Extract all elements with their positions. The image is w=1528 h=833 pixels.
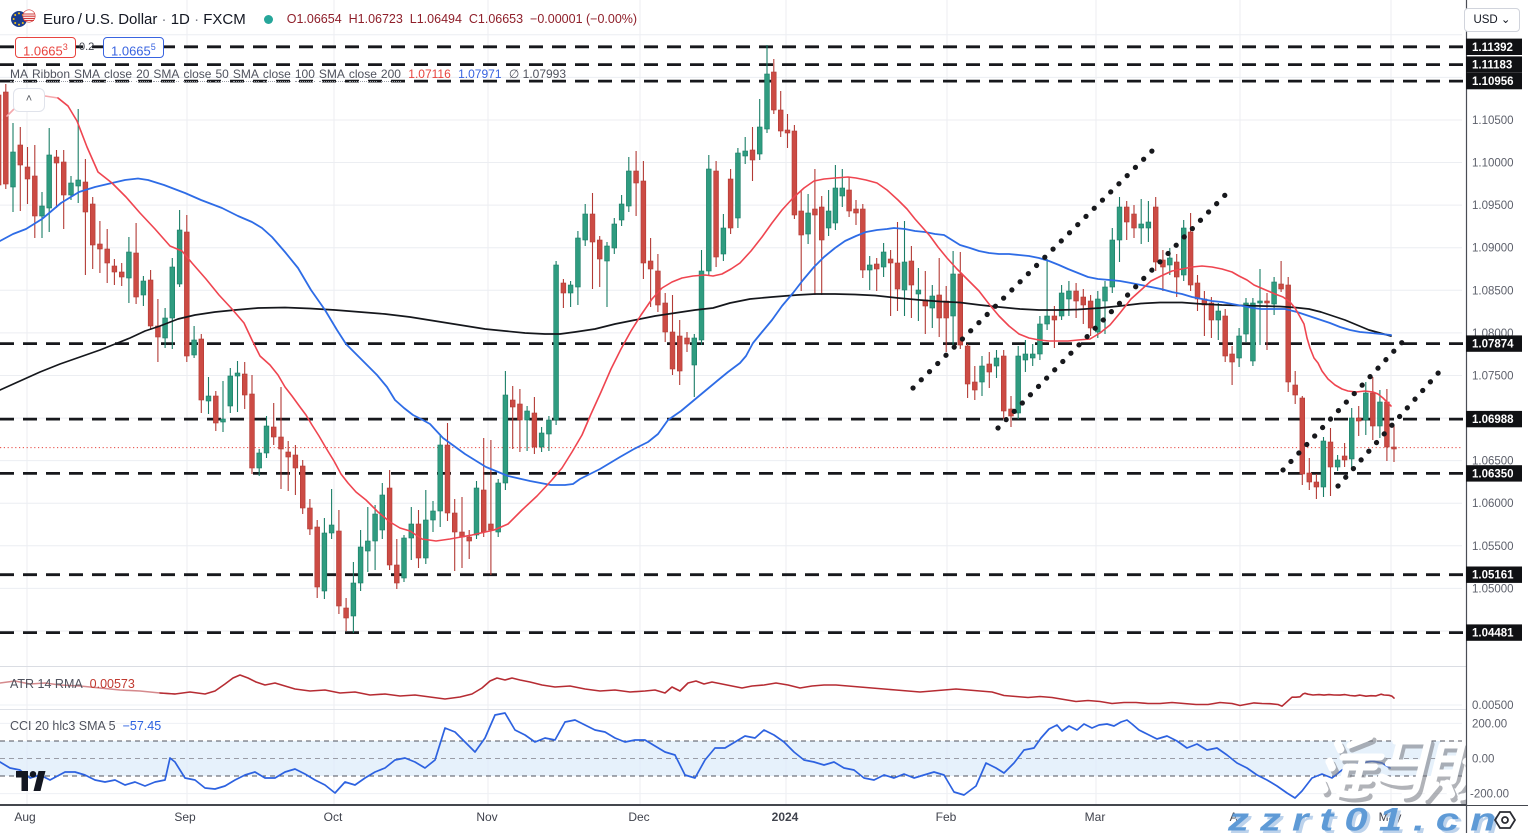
svg-text:Sep: Sep: [174, 810, 196, 824]
svg-text:1.10000: 1.10000: [1472, 158, 1514, 170]
svg-text:Dec: Dec: [628, 810, 649, 824]
svg-text:1.11392: 1.11392: [1472, 42, 1513, 54]
svg-text:Aug: Aug: [14, 810, 35, 824]
svg-text:Apr: Apr: [1230, 810, 1249, 824]
svg-text:Nov: Nov: [476, 810, 497, 824]
svg-text:0.00500: 0.00500: [1472, 700, 1514, 712]
svg-text:1.05000: 1.05000: [1472, 583, 1514, 595]
svg-text:1.10500: 1.10500: [1472, 115, 1514, 127]
svg-text:1.08500: 1.08500: [1472, 285, 1514, 297]
svg-text:1.09000: 1.09000: [1472, 243, 1514, 255]
svg-text:-200.00: -200.00: [1470, 789, 1509, 801]
svg-text:2024: 2024: [772, 810, 799, 824]
svg-text:1.07500: 1.07500: [1472, 371, 1514, 383]
svg-text:1.06000: 1.06000: [1472, 498, 1514, 510]
svg-text:Mar: Mar: [1085, 810, 1106, 824]
svg-text:1.06350: 1.06350: [1472, 468, 1514, 480]
svg-text:1.07874: 1.07874: [1472, 339, 1514, 351]
svg-text:1.04481: 1.04481: [1472, 628, 1514, 640]
svg-text:200.00: 200.00: [1472, 718, 1507, 730]
svg-text:Feb: Feb: [936, 810, 957, 824]
svg-text:1.06988: 1.06988: [1472, 414, 1514, 426]
svg-text:1.09500: 1.09500: [1472, 200, 1514, 212]
svg-text:Oct: Oct: [324, 810, 343, 824]
svg-text:1.06500: 1.06500: [1472, 456, 1514, 468]
svg-text:1.05500: 1.05500: [1472, 541, 1514, 553]
svg-text:May: May: [1379, 810, 1402, 824]
svg-text:1.10956: 1.10956: [1472, 76, 1514, 88]
svg-text:0.00: 0.00: [1472, 754, 1494, 766]
svg-text:1.05161: 1.05161: [1472, 570, 1514, 582]
svg-text:1.11183: 1.11183: [1472, 60, 1512, 72]
